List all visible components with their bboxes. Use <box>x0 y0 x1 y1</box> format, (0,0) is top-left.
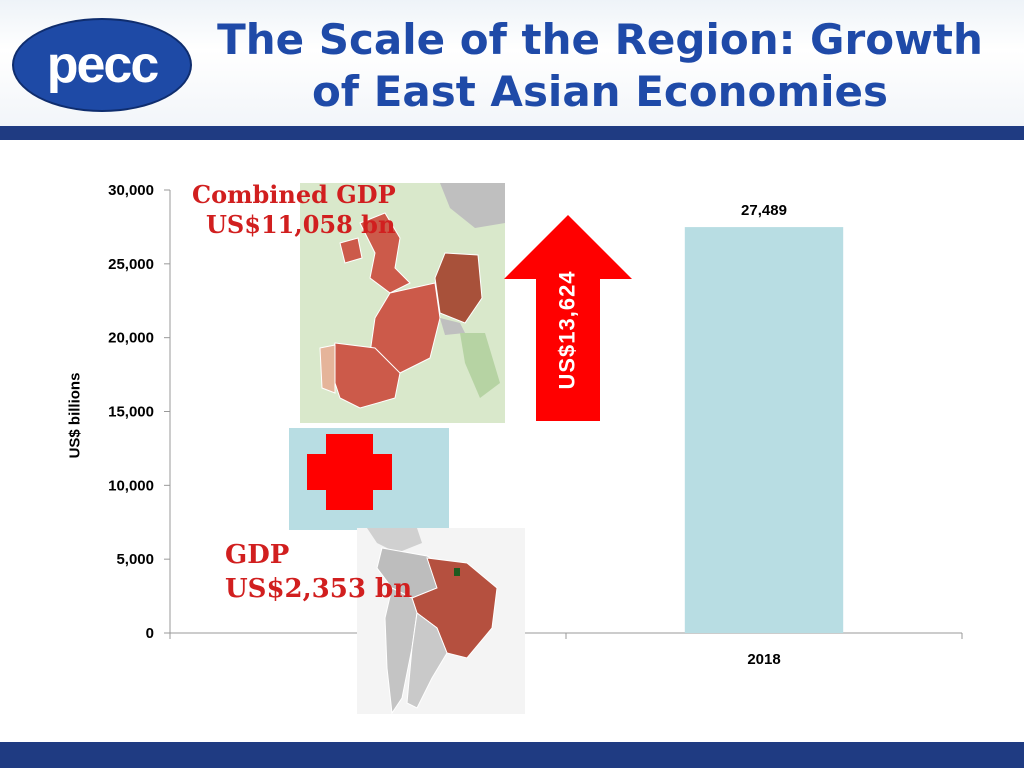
europe-map-image <box>300 183 505 423</box>
pecc-logo: pecc <box>12 18 192 112</box>
arrow-value-label: US$13,624 <box>546 260 590 400</box>
chart-labels: 0 5,000 10,000 15,000 20,000 25,000 30,000 27,4… <box>108 182 787 668</box>
slide-header: pecc The Scale of the Region: Growth of … <box>0 0 1024 126</box>
logo-text: pecc <box>46 36 160 94</box>
brazil-gdp-label: GDP US$2,353 bn <box>225 538 425 606</box>
x-tick-label-2018: 2018 <box>747 651 780 668</box>
europe-map-drawing <box>300 183 505 423</box>
data-label-2018: 27,489 <box>741 202 787 219</box>
chart-bars <box>684 227 844 633</box>
brazil-gdp-label-line1: GDP <box>225 540 290 570</box>
arrow-value-text: US$13,624 <box>555 270 580 390</box>
plus-panel <box>289 428 449 530</box>
bar-2018 <box>684 227 844 633</box>
gdp-bar-chart: 0 5,000 10,000 15,000 20,000 25,000 30,000 27,4… <box>108 182 963 668</box>
brazil-map-drawing <box>357 528 525 715</box>
plus-icon <box>307 434 392 510</box>
europe-gdp-label-line1: Combined GDP <box>192 180 396 209</box>
y-tick-label: 20,000 <box>108 330 154 347</box>
y-tick-label: 25,000 <box>108 256 154 273</box>
y-tick-label: 10,000 <box>108 477 154 494</box>
slide-title: The Scale of the Region: Growth of East … <box>217 15 983 116</box>
europe-gdp-label: Combined GDP US$11,058 bn <box>192 180 412 240</box>
brazil-map-image <box>357 528 525 715</box>
header-band <box>0 126 1024 140</box>
footer-band <box>0 742 1024 768</box>
y-tick-label: 30,000 <box>108 182 154 199</box>
y-tick-label: 15,000 <box>108 404 154 421</box>
brazil-gdp-label-line2: US$2,353 bn <box>225 574 413 604</box>
y-tick-label: 5,000 <box>116 551 154 568</box>
increase-arrow-icon <box>504 215 632 421</box>
europe-gdp-label-line2: US$11,058 bn <box>206 210 396 239</box>
y-tick-label: 0 <box>146 625 154 642</box>
